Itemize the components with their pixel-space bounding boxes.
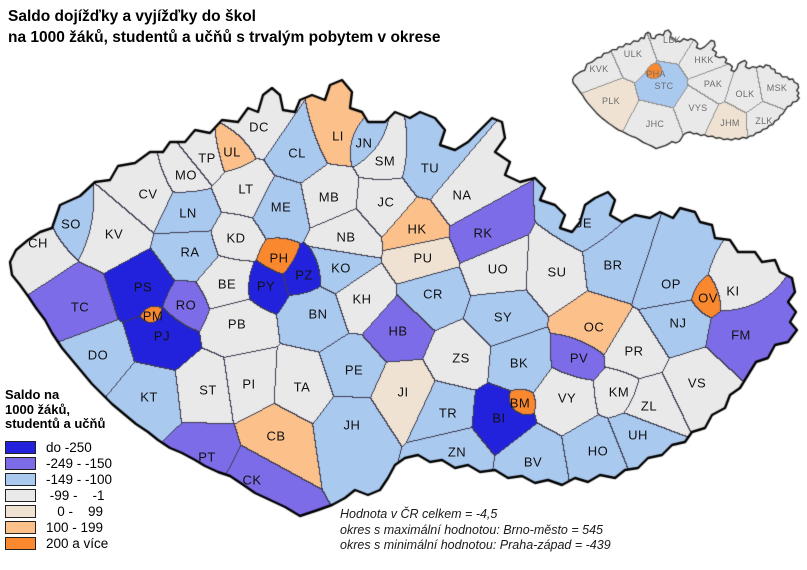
legend-label-6: 200 a více: [46, 535, 109, 551]
legend-swatch-1: [5, 457, 36, 470]
map-title: Saldo dojížďky a vyjížďky do škol na 100…: [8, 6, 440, 48]
legend-title-line3: studentů a učňů: [5, 416, 106, 431]
legend-swatch-0: [5, 441, 36, 454]
note-country-total: Hodnota v ČR celkem = -4,5: [340, 507, 498, 521]
summary-notes: Hodnota v ČR celkem = -4,5 okres s maxim…: [340, 507, 611, 554]
legend-label-0: do -250: [46, 439, 92, 455]
legend-rows: do -250 -249 - -150 -149 - -100 -99 - -1 0…: [5, 440, 112, 552]
note-min-district: okres s minimální hodnotou: Praha-západ …: [340, 538, 611, 552]
legend-title-line2: 1000 žáků,: [5, 401, 71, 417]
legend-title: Saldo na 1000 žáků, studentů a učňů: [5, 387, 112, 432]
legend-swatch-3: [5, 489, 36, 502]
map-title-line1: Saldo dojížďky a vyjížďky do škol: [8, 8, 256, 25]
legend-row-5: 100 - 199: [5, 520, 112, 536]
legend-label-2: -149 - -100: [46, 471, 113, 487]
legend-label-1: -249 - -150: [46, 455, 113, 471]
legend-row-1: -249 - -150: [5, 456, 112, 472]
legend-label-4: 0 - 99: [46, 503, 104, 519]
legend-swatch-2: [5, 473, 36, 486]
legend-row-0: do -250: [5, 440, 112, 456]
legend-row-2: -149 - -100: [5, 472, 112, 488]
legend: Saldo na 1000 žáků, studentů a učňů do -…: [5, 387, 112, 552]
map-title-line2: na 1000 žáků, studentů a učňů s trvalým …: [8, 29, 441, 46]
legend-row-6: 200 a více: [5, 536, 112, 552]
legend-title-line1: Saldo na: [5, 387, 60, 402]
legend-label-3: -99 - -1: [46, 487, 105, 503]
legend-row-4: 0 - 99: [5, 504, 112, 520]
legend-swatch-4: [5, 505, 36, 518]
note-max-district: okres s maximální hodnotou: Brno-město =…: [340, 522, 603, 537]
legend-label-5: 100 - 199: [46, 519, 104, 535]
legend-swatch-5: [5, 521, 36, 534]
legend-row-3: -99 - -1: [5, 488, 112, 504]
legend-swatch-6: [5, 537, 36, 550]
